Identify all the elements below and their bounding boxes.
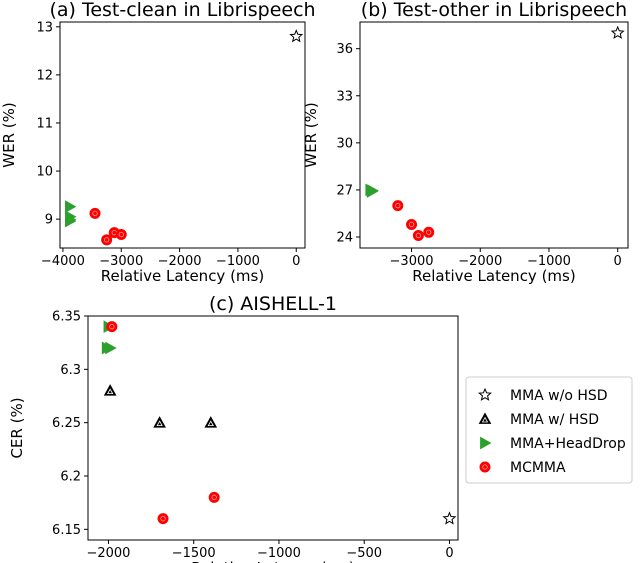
x-tick-label: −2000 [458, 254, 502, 269]
plot-frame [359, 21, 629, 249]
y-tick-label: 6.25 [52, 416, 81, 431]
subplot-2: (c) AISHELL-1 −2000 −1500 −1000 −500 0 6.15 6.2… [8, 293, 459, 563]
y-tick-label: 6.2 [60, 470, 81, 485]
data-point-0-0 [610, 25, 625, 39]
x-tick-label: 0 [614, 254, 622, 269]
x-tick-label: 0 [445, 546, 453, 561]
y-tick-label: 6.3 [60, 363, 81, 378]
data-point-3-2-highlight [211, 494, 217, 500]
data-point-2-2 [105, 341, 117, 355]
subplot-1: (b) Test-other in Librispeech −3000 −2000 −… [302, 0, 629, 285]
data-point-2-3 [423, 226, 435, 238]
legend-box [465, 376, 633, 484]
data-point-2-0-highlight [395, 202, 401, 209]
data-point-0-0 [289, 29, 304, 43]
data-point-1-0 [65, 200, 77, 213]
x-tick-label: −4000 [41, 254, 85, 269]
legend-marker-3 [479, 461, 491, 473]
y-tick-label: 11 [36, 116, 53, 131]
plot-frame [87, 315, 459, 541]
x-tick-label: −1500 [172, 546, 216, 561]
x-tick-label: 0 [292, 254, 300, 269]
y-tick-label: 13 [36, 20, 53, 35]
data-point-1-2 [367, 184, 379, 198]
legend-marker-3-highlight [482, 464, 488, 470]
data-point-2-3 [115, 229, 127, 241]
x-axis-title: Relative Latency (ms) [412, 267, 575, 285]
x-tick-label: −500 [346, 546, 382, 561]
data-point-2-0-highlight [92, 210, 98, 217]
y-tick-label: 30 [336, 136, 353, 151]
data-point-1-2 [204, 416, 218, 428]
data-point-1-1 [153, 416, 166, 428]
data-point-3-1-highlight [160, 516, 166, 522]
chart-title: (c) AISHELL-1 [209, 293, 337, 315]
data-point-1-0-inner [107, 388, 114, 395]
data-point-2-0 [392, 200, 404, 212]
x-tick-label: −1000 [216, 254, 260, 269]
subplot-0: (a) Test-clean in Librispeech−4000 −3000−… [0, 0, 316, 285]
data-point-2-1 [101, 234, 113, 246]
legend-label: MMA w/ HSD [510, 412, 599, 428]
data-point-2-0 [89, 207, 101, 219]
chart-title: (b) Test-other in Librispeech [361, 0, 627, 21]
plot-frame [59, 21, 306, 249]
legend-label: MMA+HeadDrop [510, 436, 626, 452]
y-axis-title: CER (%) [8, 397, 26, 458]
legend-marker-0 [478, 387, 492, 401]
legend: MMA w/o HSD MMA w/ HSD MMA+HeadDrop MCMMA [465, 376, 633, 484]
data-point-2-1 [406, 218, 418, 230]
data-point-3-0 [106, 321, 118, 333]
y-tick-label: 12 [36, 68, 53, 83]
y-axis-title: WER (%) [0, 102, 18, 167]
data-point-2-1-highlight [104, 237, 110, 243]
x-axis-title: Relative Latency (ms) [101, 267, 264, 285]
x-tick-label: −2000 [158, 254, 202, 269]
legend-marker-2 [480, 436, 492, 450]
y-tick-label: 6.15 [52, 523, 81, 538]
y-tick-label: 24 [336, 231, 353, 246]
data-point-2-2 [412, 229, 424, 241]
data-point-3-0-highlight [109, 324, 115, 330]
data-point-3-2 [208, 491, 220, 503]
data-point-2-2-highlight [415, 232, 422, 239]
y-tick-label: 27 [336, 183, 353, 198]
x-tick-label: −1000 [527, 254, 571, 269]
chart-title: (a) Test-clean in Librispeech [49, 0, 315, 21]
y-axis-title: WER (%) [302, 102, 320, 167]
data-point-3-1 [157, 513, 169, 525]
y-tick-label: 6.35 [52, 310, 81, 325]
x-tick-label: −2000 [86, 546, 130, 561]
x-axis-title: Relative Latency (ms) [191, 559, 354, 563]
legend-label: MMA w/o HSD [510, 388, 608, 404]
legend-label: MCMMA [510, 460, 566, 476]
y-tick-label: 33 [336, 89, 353, 104]
x-tick-label: −3000 [390, 254, 434, 269]
legend-marker-1 [478, 412, 492, 424]
data-point-2-3-highlight [118, 231, 124, 238]
y-tick-label: 36 [336, 42, 353, 57]
y-tick-label: 10 [36, 165, 53, 180]
data-point-1-2-inner [207, 420, 214, 427]
y-tick-label: 9 [45, 213, 53, 228]
x-tick-label: −1000 [257, 546, 301, 561]
x-tick-label: −3000 [99, 254, 143, 269]
data-point-1-1-inner [156, 420, 163, 427]
legend-marker-1-inner [481, 416, 489, 423]
data-point-1-0 [103, 384, 117, 396]
data-point-2-1-highlight [408, 221, 415, 228]
data-point-1-3 [65, 214, 77, 228]
data-point-0-0 [442, 511, 457, 525]
data-point-2-3-highlight [426, 229, 432, 235]
